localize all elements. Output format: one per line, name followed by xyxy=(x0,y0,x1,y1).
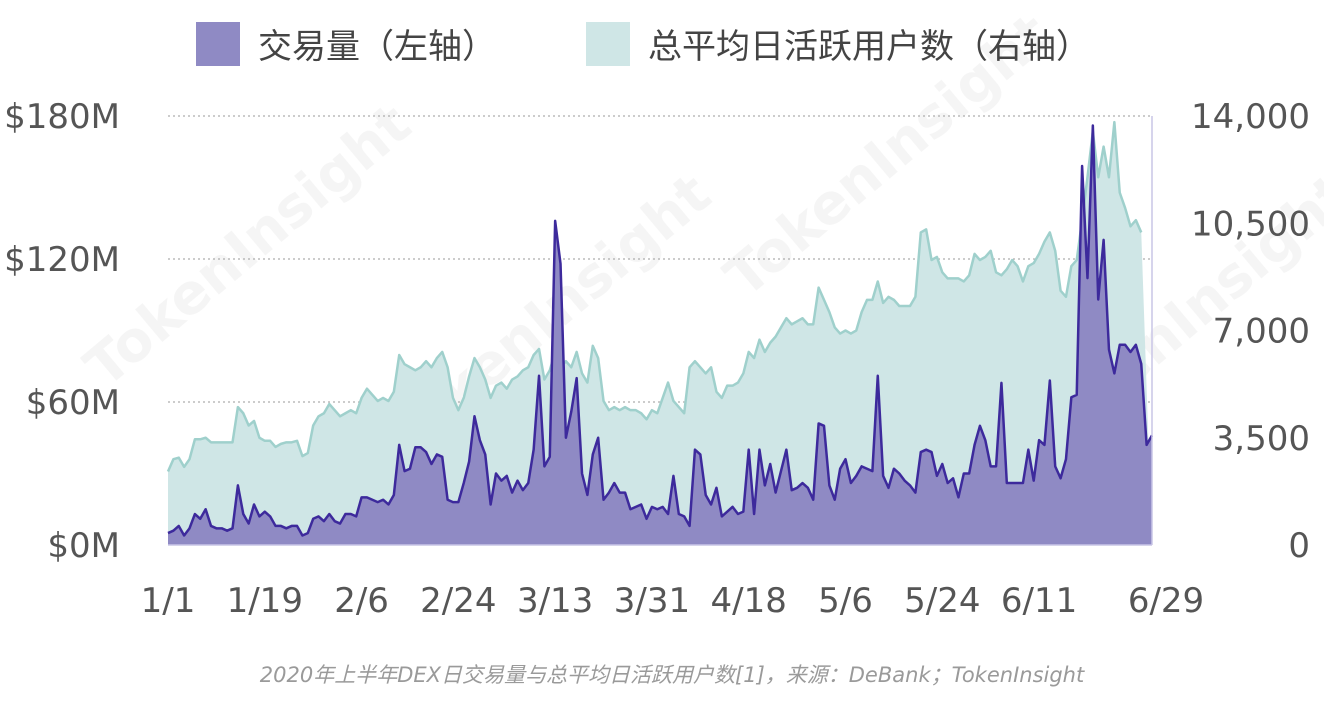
users-line xyxy=(166,120,1143,472)
users-area xyxy=(168,122,1152,545)
x-tick-label: 6/11 xyxy=(1001,581,1077,621)
right-tick-label: 0 xyxy=(1288,526,1310,566)
right-tick-label: 3,500 xyxy=(1213,419,1310,459)
x-tick-label: 2/24 xyxy=(420,581,496,621)
volume-area xyxy=(168,125,1152,545)
x-tick-label: 1/1 xyxy=(141,581,196,621)
axes: $0M $60M $120M $180M 0 3,500 7,000 10,500 14,000… xyxy=(4,97,1310,621)
chart-caption: 2020年上半年DEX日交易量与总平均日活跃用户数[1]，来源：DeBank；T… xyxy=(260,663,1085,687)
right-tick-label: 14,000 xyxy=(1191,97,1310,137)
x-tick-label: 4/18 xyxy=(711,581,787,621)
left-tick-label: $0M xyxy=(47,526,120,566)
x-tick-label: 3/31 xyxy=(614,581,690,621)
left-tick-label: $60M xyxy=(26,383,120,423)
x-tick-label: 2/6 xyxy=(334,581,389,621)
right-tick-label: 10,500 xyxy=(1191,204,1310,244)
legend-swatch-users xyxy=(586,22,630,66)
watermark-text: TokenInsight xyxy=(73,91,423,400)
x-tick-label: 6/29 xyxy=(1128,581,1204,621)
volume-line xyxy=(167,124,1154,537)
left-tick-label: $180M xyxy=(4,97,120,137)
series-layer xyxy=(166,120,1154,545)
right-tick-label: 7,000 xyxy=(1213,312,1310,352)
left-tick-label: $120M xyxy=(4,240,120,280)
x-tick-label: 5/6 xyxy=(818,581,873,621)
x-tick-label: 5/24 xyxy=(904,581,980,621)
legend-label-users: 总平均日活跃用户数（右轴） xyxy=(648,27,1090,67)
x-tick-label: 1/19 xyxy=(227,581,303,621)
legend-swatch-volume xyxy=(196,22,240,66)
x-tick-label: 3/13 xyxy=(517,581,593,621)
legend: 交易量（左轴） 总平均日活跃用户数（右轴） xyxy=(196,22,1090,67)
legend-label-volume: 交易量（左轴） xyxy=(258,27,496,67)
